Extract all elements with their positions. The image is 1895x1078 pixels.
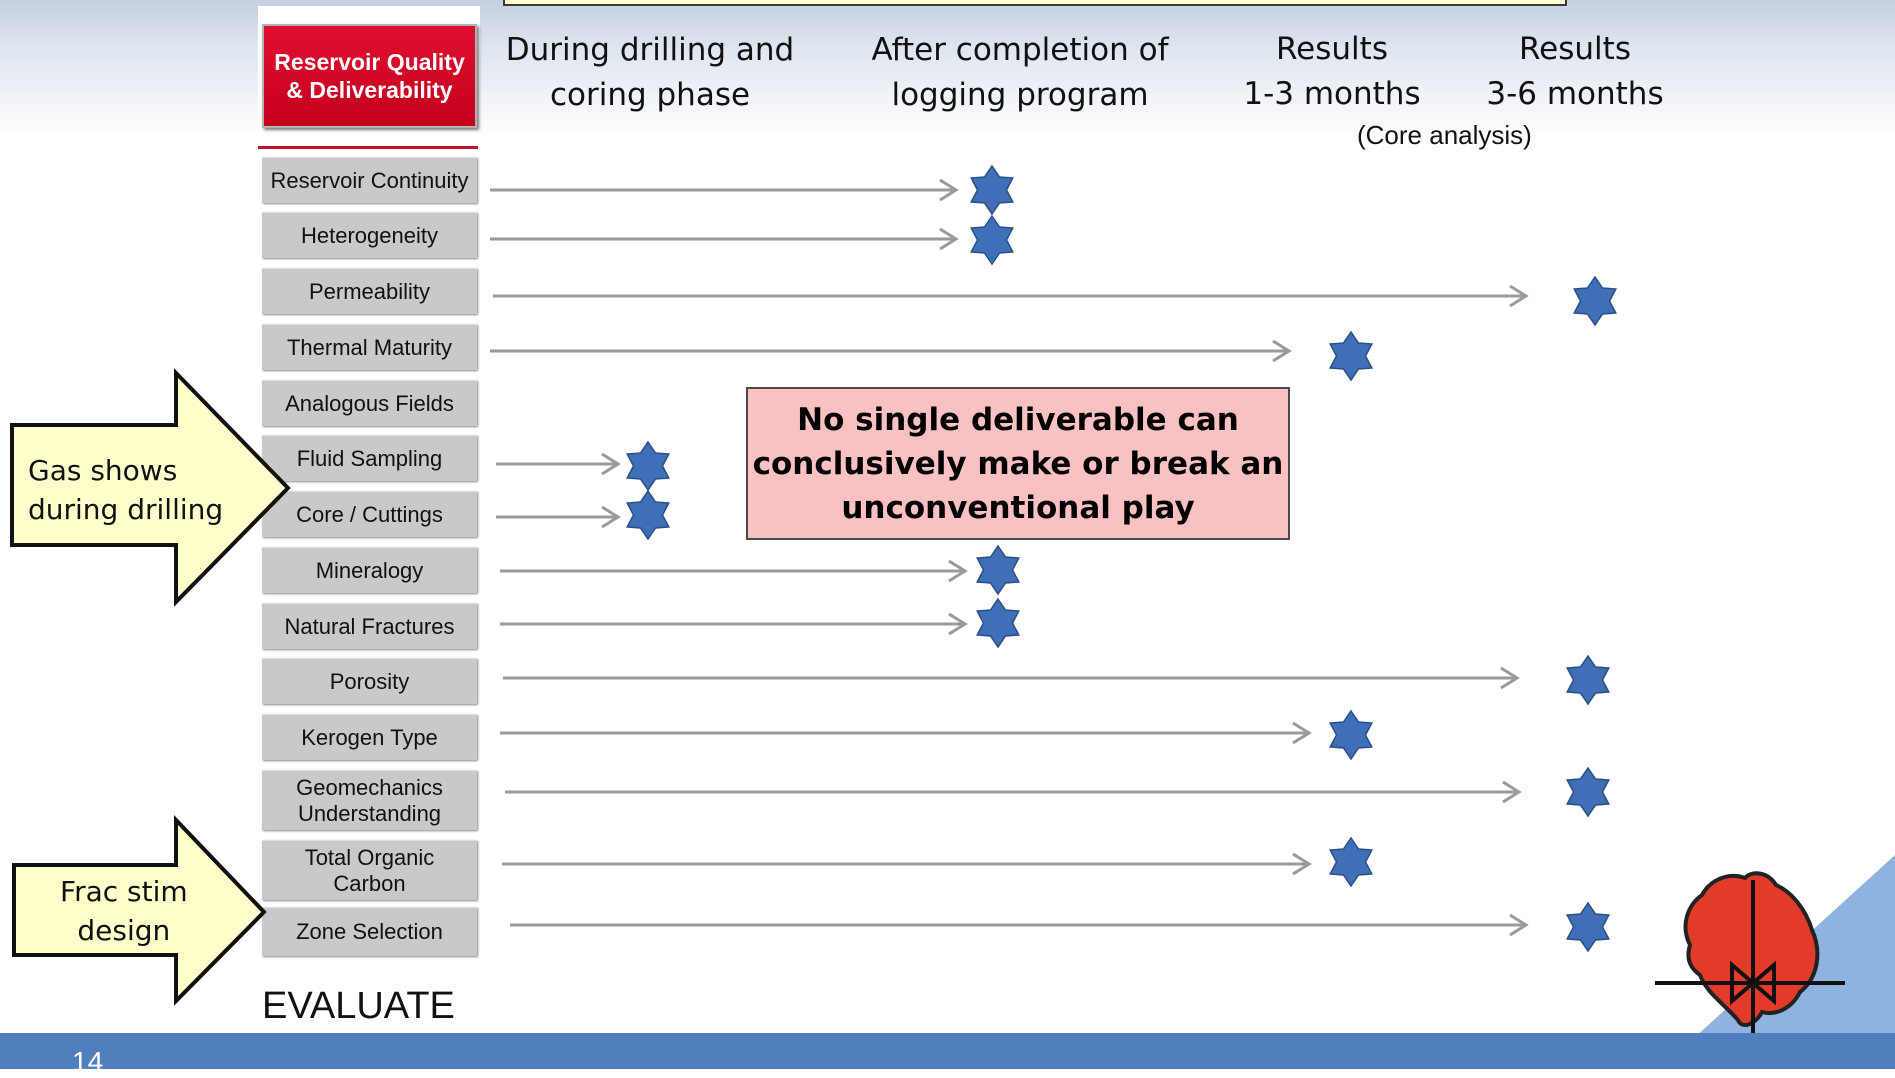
callout-arrow-gas-shows	[10, 368, 291, 607]
category-core-cuttings: Core / Cuttings	[262, 491, 477, 537]
category-kerogen-type: Kerogen Type	[262, 714, 477, 760]
arrow-fluid-sampling	[496, 452, 621, 476]
callout-line: Frac stim	[60, 875, 188, 908]
star-icon	[970, 215, 1014, 265]
arrow-core-cuttings	[496, 505, 621, 529]
callout-line: Gas shows	[28, 454, 178, 487]
category-fluid-sampling: Fluid Sampling	[262, 435, 477, 481]
evaluate-label: EVALUATE	[262, 985, 455, 1027]
callout-gas-shows: Gas shows during drilling	[28, 451, 223, 529]
callout-arrow-frac-stim	[12, 815, 267, 1006]
star-icon	[626, 441, 670, 491]
note-no-single-deliverable: No single deliverable can conclusively m…	[746, 387, 1290, 540]
column-heading-line: logging program	[891, 77, 1149, 113]
category-heterogeneity: Heterogeneity	[262, 212, 477, 258]
category-reservoir-continuity: Reservoir Continuity	[262, 157, 477, 203]
column-heading-line: 1-3 months	[1243, 76, 1421, 112]
star-icon	[1566, 767, 1610, 817]
reservoir-quality-header: Reservoir Quality & Deliverability	[262, 24, 477, 128]
column-heading-line: coring phase	[549, 77, 751, 113]
category-zone-selection: Zone Selection	[262, 907, 477, 956]
category-mineralogy: Mineralogy	[262, 547, 477, 593]
column-heading-1-3-months: Results 1-3 months	[1232, 27, 1432, 117]
column-heading-logging: After completion of logging program	[870, 28, 1170, 118]
header-divider	[258, 146, 478, 149]
column-heading-line: Results	[1276, 31, 1388, 67]
category-geomechanics-understanding: Geomechanics Understanding	[262, 770, 477, 830]
column-heading-line: 3-6 months	[1486, 76, 1664, 112]
star-icon	[1329, 837, 1373, 887]
core-analysis-label: (Core analysis)	[1357, 120, 1532, 150]
column-heading-drilling: During drilling and coring phase	[505, 28, 795, 118]
column-heading-line: Results	[1519, 31, 1631, 67]
arrow-reservoir-continuity	[490, 178, 959, 202]
arrow-total-organic-carbon	[502, 852, 1312, 876]
milestone-stars	[626, 165, 1617, 952]
callout-frac-stim: Frac stim design	[60, 872, 188, 950]
category-porosity: Porosity	[262, 658, 477, 704]
arrow-thermal-maturity	[490, 339, 1292, 363]
footer-bar	[0, 1033, 1895, 1069]
arrow-permeability	[493, 284, 1529, 308]
category-natural-fractures: Natural Fractures	[262, 603, 477, 649]
column-heading-line: After completion of	[871, 32, 1169, 68]
callout-line: during drilling	[28, 493, 224, 526]
star-icon	[1329, 331, 1373, 381]
page-number: 14	[72, 1046, 104, 1077]
star-icon	[970, 165, 1014, 215]
title-box-edge	[503, 0, 1567, 6]
star-icon	[1329, 710, 1373, 760]
category-analogous-fields: Analogous Fields	[262, 380, 477, 426]
arrow-natural-fractures	[500, 612, 968, 636]
star-icon	[976, 598, 1020, 648]
arrow-mineralogy	[500, 559, 968, 583]
arrow-porosity	[503, 666, 1520, 690]
arrow-kerogen-type	[500, 721, 1312, 745]
category-permeability: Permeability	[262, 268, 477, 314]
category-total-organic-carbon: Total Organic Carbon	[262, 840, 477, 900]
star-icon	[626, 490, 670, 540]
category-thermal-maturity: Thermal Maturity	[262, 324, 477, 370]
column-heading-line: During drilling and	[505, 32, 795, 68]
column-heading-3-6-months: Results 3-6 months	[1475, 27, 1675, 117]
arrow-heterogeneity	[490, 227, 959, 251]
arrow-zone-selection	[510, 913, 1529, 937]
star-icon	[976, 545, 1020, 595]
star-icon	[1566, 655, 1610, 705]
star-icon	[1573, 276, 1617, 326]
star-icon	[1566, 902, 1610, 952]
arrow-geomechanics	[505, 780, 1522, 804]
callout-line: design	[77, 914, 171, 947]
